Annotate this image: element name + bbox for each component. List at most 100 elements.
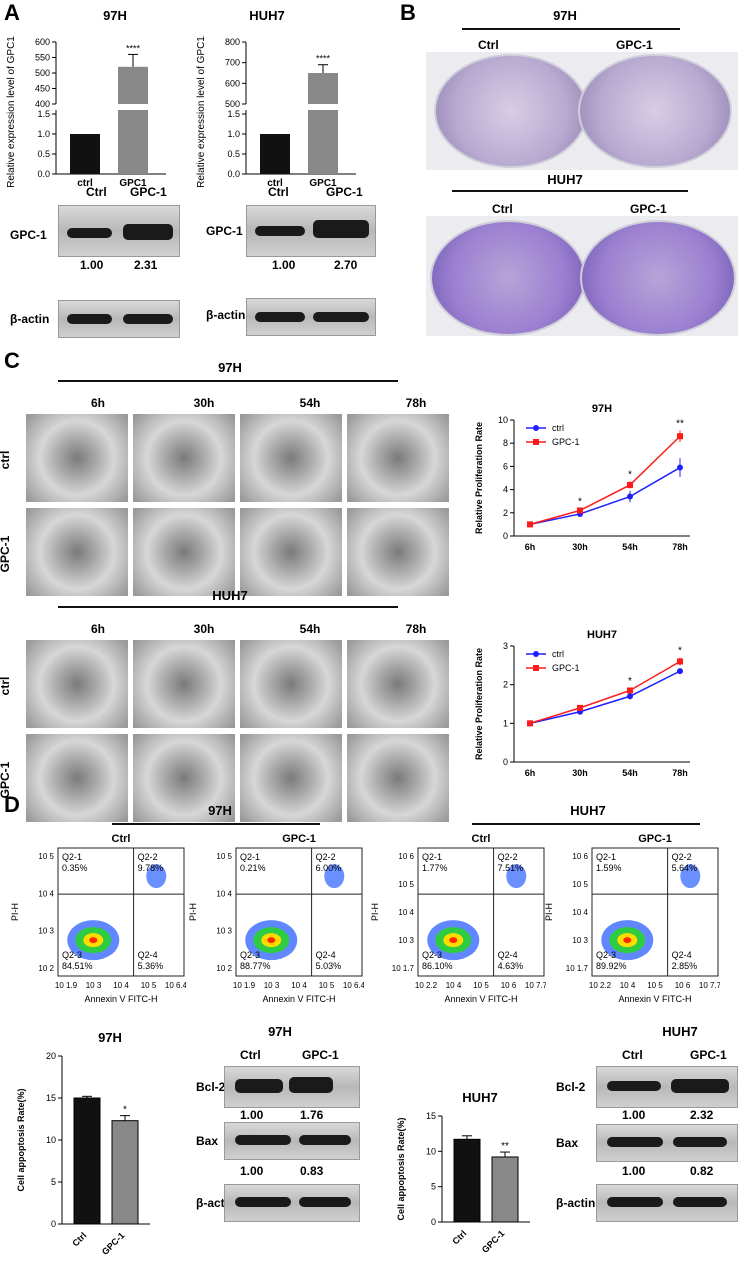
barA2-ytick-label: 1.0 — [227, 129, 240, 139]
lineC1-ytick-label: 10 — [498, 415, 508, 425]
flow-xtick: 10 5 — [319, 981, 335, 990]
panel-d-97h-rule — [112, 823, 320, 825]
lineC1-point-GPC-1 — [677, 433, 683, 440]
flow-title: Ctrl — [112, 834, 131, 845]
well-97h-time-78h: 78h — [405, 396, 427, 410]
lineC1-ytick-label: 8 — [503, 438, 508, 448]
barD1-ylabel: Cell appoptosis Rate(%) — [16, 1088, 26, 1191]
lineC2-xtick-30h: 30h — [572, 768, 588, 778]
flow-quadrant-value-0: 0.35% — [62, 863, 88, 873]
apop-97h-title: 97H — [98, 1030, 122, 1045]
apop-huh7-title: HUH7 — [462, 1090, 498, 1105]
flow-xtick: 10 6 — [675, 981, 691, 990]
lineC1-xtick-78h: 78h — [672, 542, 688, 552]
flow-cluster-core — [267, 937, 276, 944]
blot-d-97h-ctrl: Ctrl — [240, 1048, 261, 1062]
dish-97h-gpc1 — [578, 54, 732, 168]
flow-title: GPC-1 — [638, 834, 672, 845]
flow-quadrant-label-2: Q2-3 — [596, 950, 616, 960]
barA2-ytick-label: 0.5 — [227, 149, 240, 159]
lineC2-xtick-6h: 6h — [525, 768, 536, 778]
barD2-ytick-label: 10 — [426, 1146, 436, 1156]
barD1-ytick-label: 20 — [46, 1051, 56, 1061]
blot-d-huh7-v1-gpc1: 2.32 — [690, 1108, 714, 1122]
flow-ytick: 10 2 — [38, 964, 54, 973]
lineC1-point-ctrl — [677, 464, 683, 471]
blot-d-huh7-bax — [596, 1124, 738, 1162]
panel-b-bottom-plate — [426, 216, 738, 336]
well-huh7-time-6h: 6h — [90, 622, 105, 636]
well-huh7-time-30h: 30h — [193, 622, 215, 636]
barA1-ytick-label: 0.0 — [37, 169, 50, 179]
flow-title: GPC-1 — [282, 834, 316, 845]
lineC2-legend-marker-ctrl — [533, 651, 539, 657]
lineC2-line-GPC-1 — [529, 660, 681, 725]
flow-ytick: 10 4 — [38, 889, 54, 898]
lineC2-legend-GPC-1: GPC-1 — [552, 663, 580, 673]
flow-quadrant-value-1: 9.78% — [138, 863, 164, 873]
barA2-xtick-ctrl: ctrl — [267, 178, 283, 189]
flow-xtick: 10 3 — [86, 981, 102, 990]
flow-xtick: 10 7.7 — [525, 981, 546, 990]
flow-quadrant-value-1: 7.51% — [498, 863, 524, 873]
well-97h-well-GPC-1-6h — [26, 508, 128, 596]
flow-cluster-core — [89, 937, 98, 944]
lineC2-xtick-54h: 54h — [622, 768, 638, 778]
blot-d-97h-v2-gpc1: 0.83 — [300, 1164, 324, 1178]
well-97h-well-GPC-1-30h — [133, 508, 235, 596]
flow-xlabel: Annexin V FITC-H — [618, 994, 691, 1004]
barA1-bar-GPC1-high — [118, 66, 148, 104]
flow-quadrant-label-3: Q2-4 — [316, 950, 336, 960]
blot-d-97h-row-bcl2: Bcl-2 — [196, 1080, 226, 1094]
barA2-bar-GPC1-high — [308, 73, 338, 104]
flow-plot-3: GPC-1 Q2-11.59% Q2-25.64% Q2-389.92% Q2-42.8… — [544, 834, 720, 1004]
panel-c-top-rule — [58, 380, 398, 382]
lineC1-xtick-30h: 30h — [572, 542, 588, 552]
well-huh7-well-ctrl-30h — [133, 640, 235, 728]
blot-a-right-header-gpc1: GPC-1 — [326, 185, 363, 199]
barA1-bar-GPC1-low — [118, 110, 148, 174]
flow-quadrant-label-1: Q2-2 — [316, 852, 336, 862]
barD1-xtick-GPC-1: GPC-1 — [100, 1230, 127, 1257]
panel-d-97h-title: 97H — [208, 803, 232, 818]
blot-d-huh7-row-bax: Bax — [556, 1136, 579, 1150]
flow-xtick: 10 1.9 — [233, 981, 256, 990]
panel-b-top-rule — [462, 28, 680, 30]
barA2-ytick-label: 1.5 — [227, 109, 240, 119]
flow-ytick: 10 3 — [398, 936, 414, 945]
lineC1-point-GPC-1 — [527, 521, 533, 528]
flow-quadrant-value-1: 5.64% — [672, 863, 698, 873]
flow-xtick: 10 6.4 — [343, 981, 364, 990]
panel-c-bottom-rule — [58, 606, 398, 608]
panel-c-bottom-title: HUH7 — [212, 588, 248, 603]
lineC2-legend-marker-GPC-1 — [533, 665, 539, 671]
flow-ytick: 10 3 — [572, 936, 588, 945]
well-97h-row-GPC-1: GPC-1 — [0, 535, 12, 573]
flow-quadrant-label-1: Q2-2 — [672, 852, 692, 862]
barD1-bar-Ctrl — [73, 1097, 101, 1225]
lineC1-legend-marker-ctrl — [533, 425, 539, 431]
lineC1-ytick-label: 0 — [503, 531, 508, 541]
lineC2-point-ctrl — [677, 668, 683, 675]
flow-quadrant-value-2: 84.51% — [62, 961, 93, 971]
flow-quadrant-value-2: 89.92% — [596, 961, 627, 971]
well-97h-well-ctrl-30h — [133, 414, 235, 502]
flow-quadrant-value-2: 88.77% — [240, 961, 271, 971]
lineC1-xtick-6h: 6h — [525, 542, 536, 552]
blot-d-huh7-v2-ctrl: 1.00 — [622, 1164, 646, 1178]
well-huh7-well-ctrl-54h — [240, 640, 342, 728]
panel-a-right-title: HUH7 — [249, 8, 285, 23]
lineC2-sig: * — [678, 646, 682, 657]
blot-a-right-gpc1 — [246, 205, 376, 257]
flow-quadrant-value-0: 0.21% — [240, 863, 266, 873]
blot-d-huh7-row-actin: β-actin — [556, 1196, 596, 1210]
lineC1-ytick-label: 4 — [503, 485, 508, 495]
flow-cluster-q22 — [146, 864, 167, 889]
panel-b-bottom-rule — [452, 190, 688, 192]
blot-d-97h-v1-gpc1: 1.76 — [300, 1108, 324, 1122]
flow-ytick: 10 5 — [398, 880, 414, 889]
panel-c-top-title: 97H — [218, 360, 242, 375]
well-97h-well-ctrl-54h — [240, 414, 342, 502]
